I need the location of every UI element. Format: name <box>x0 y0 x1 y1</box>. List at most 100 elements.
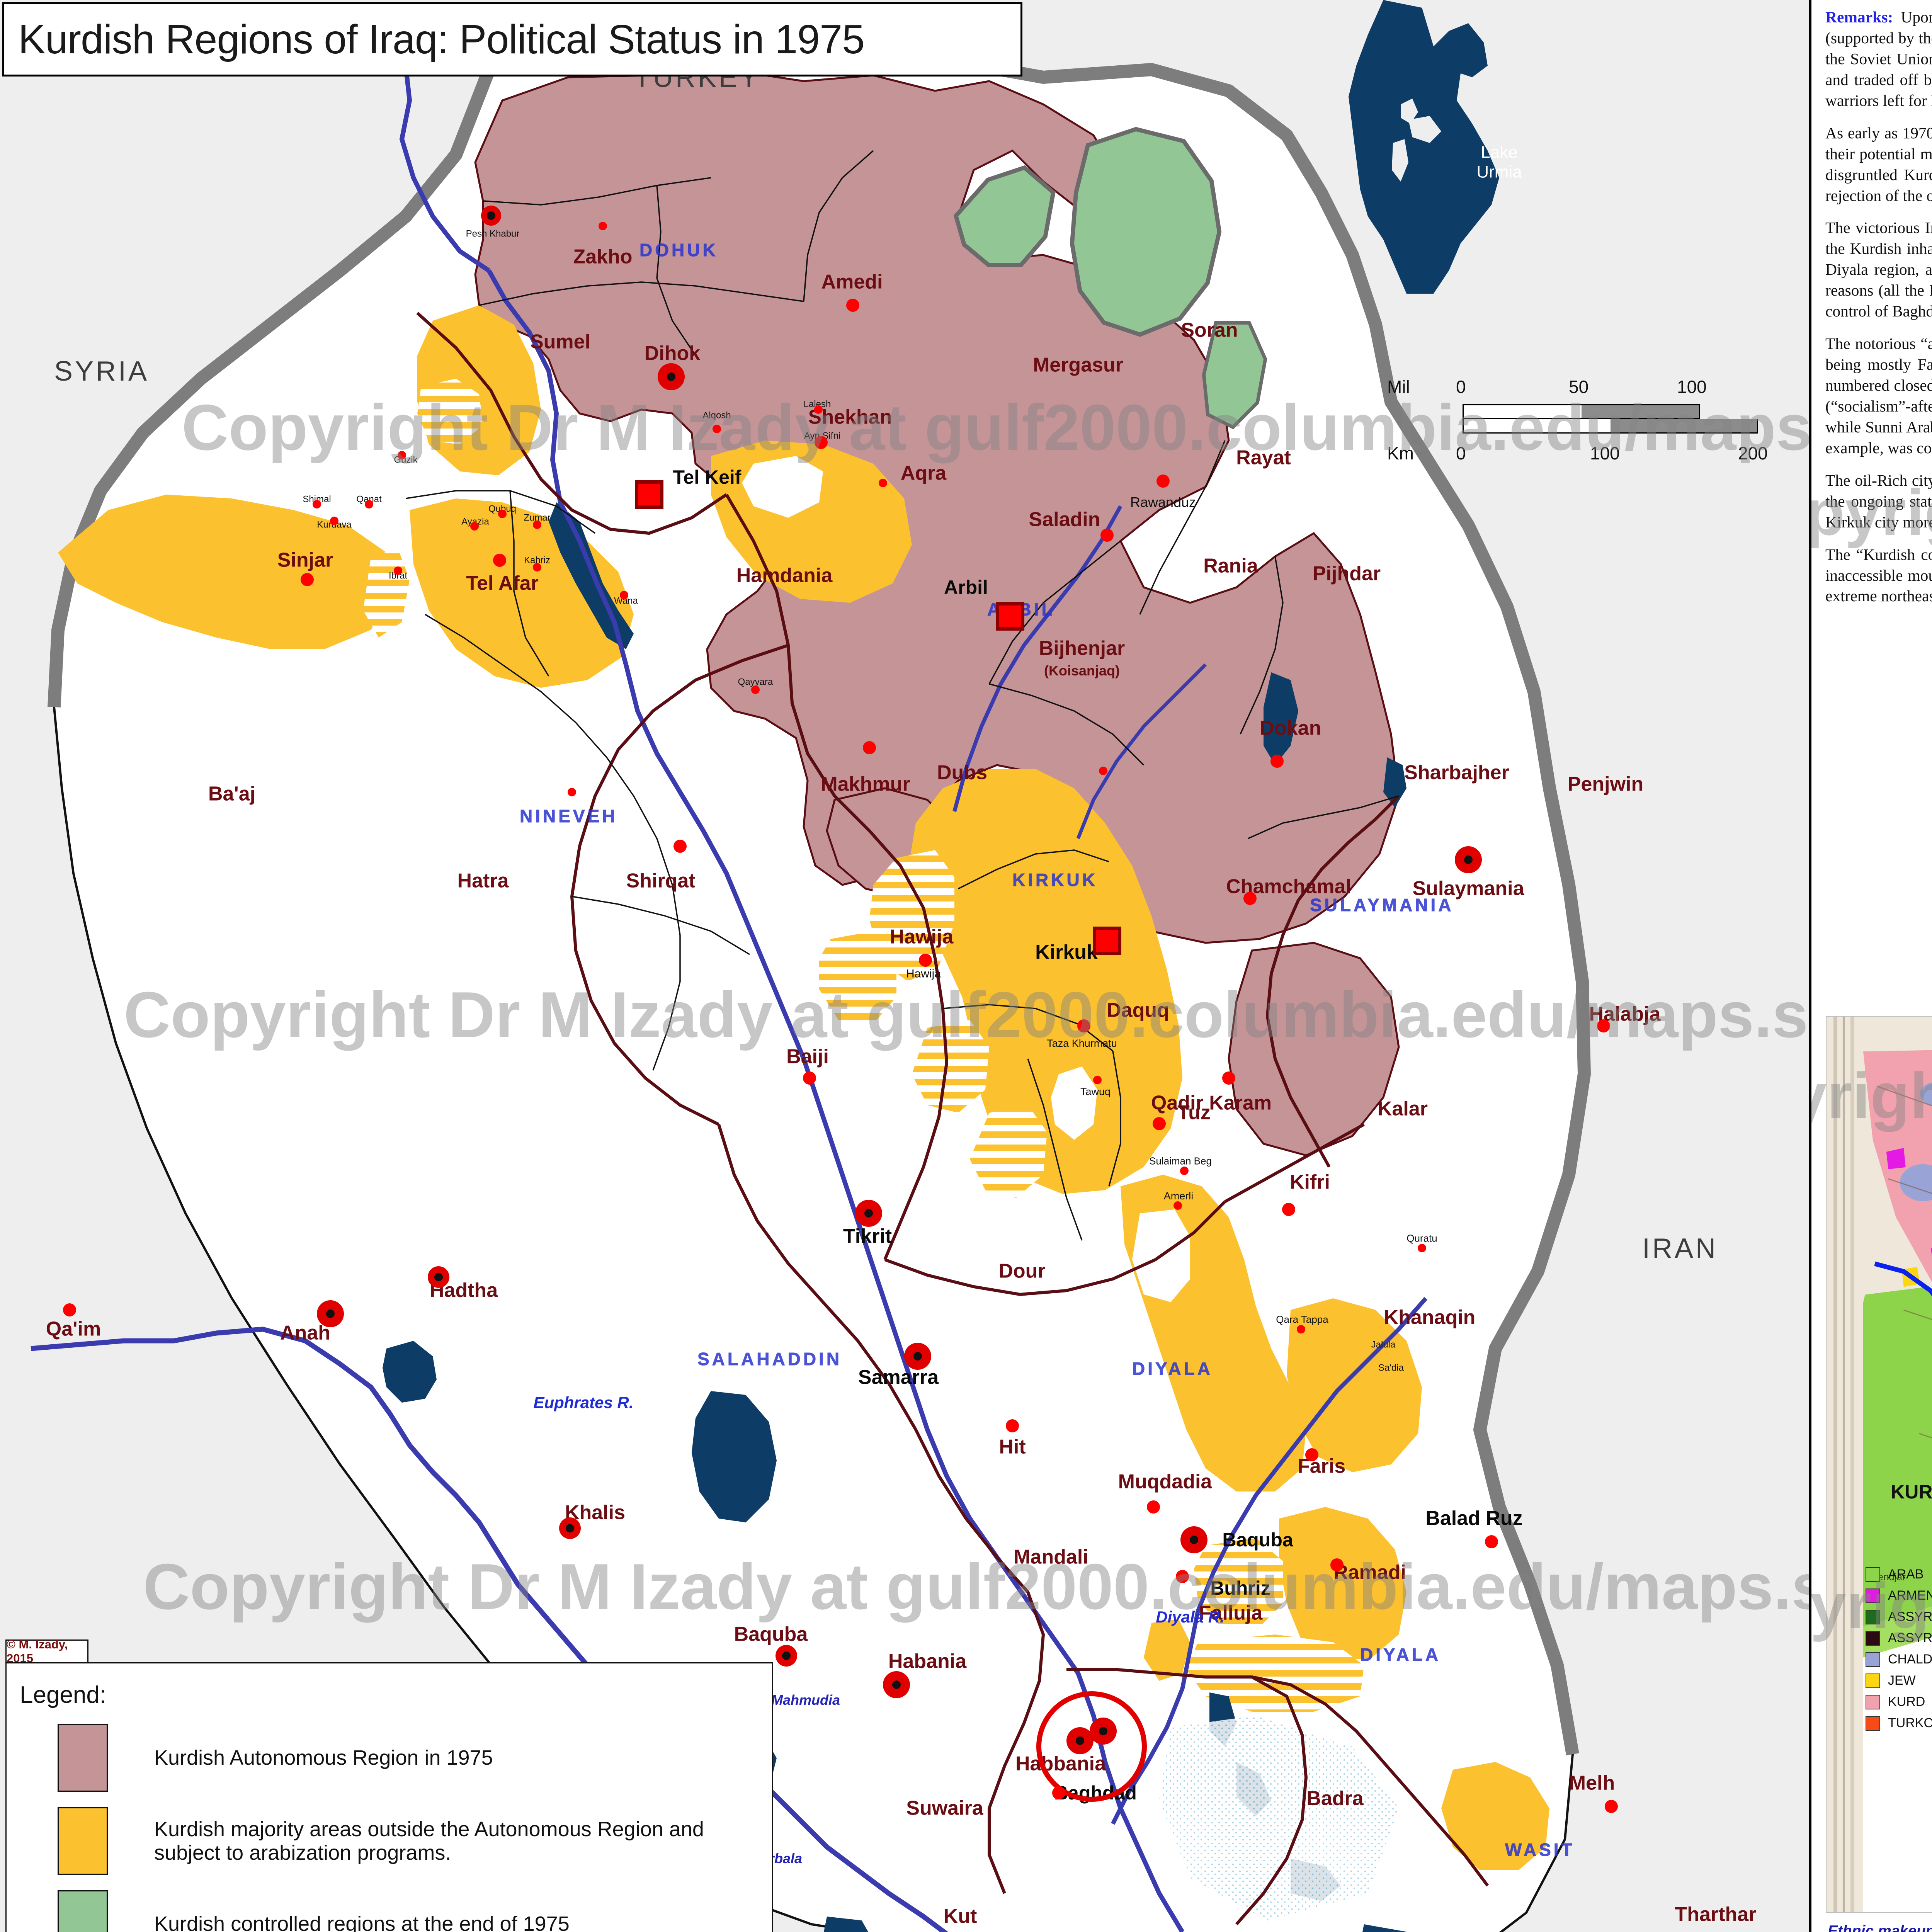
district-label-qaim: Qa'im <box>46 1318 101 1340</box>
inset-legend-item: TURKOMAN <box>1866 1716 1932 1731</box>
town-label: Hawija <box>906 967 941 980</box>
city-marker <box>1006 1419 1019 1432</box>
province-label-wasit: WASIT <box>1505 1840 1575 1860</box>
district-label-muqdadia: Faris <box>1297 1455 1346 1478</box>
district-label-kirkuk: Kirkuk <box>1035 941 1098 964</box>
scale-km-label: Km <box>1387 443 1414 463</box>
district-label-sulaymania: Sulaymania <box>1412 877 1524 900</box>
district-label-baquba-2: Falluja <box>1199 1602 1263 1624</box>
inset-legend-item: ASSYRIAN (Nestorian) <box>1866 1609 1932 1624</box>
district-label-habbania: Suwaira <box>906 1797 983 1820</box>
city-marker-hit <box>559 1517 581 1539</box>
city-label-baquba: Baquba <box>1222 1529 1293 1551</box>
town-label: Mosul Dam <box>631 546 675 556</box>
town-label: Amerli <box>1163 1190 1194 1202</box>
city-marker <box>1243 892 1257 905</box>
city-marker <box>1222 1071 1235 1085</box>
city-marker <box>879 479 887 487</box>
legend-heading: Legend: <box>20 1682 107 1708</box>
town-label: Pesh Khabur <box>466 228 520 239</box>
city-marker-dihok <box>658 363 685 390</box>
scale-miles-tick: 50 <box>1569 377 1589 397</box>
legend-swatch-green <box>58 1890 108 1932</box>
city-marker <box>1180 1167 1189 1175</box>
legend-item-autonomous: Kurdish Autonomous Region in 1975 <box>20 1724 772 1792</box>
river-label-diyala: Diyala R. <box>1156 1608 1225 1626</box>
city-marker <box>673 840 687 853</box>
city-marker <box>713 425 721 433</box>
city-marker <box>1176 1570 1189 1583</box>
district-label-telafar: Tel Afar <box>466 572 539 595</box>
inset-legend-swatch-assyrian-nestorian <box>1866 1609 1880 1624</box>
remarks-paragraph: The victorious Iraqi government thus wen… <box>1825 218 1932 322</box>
reservoir-label-habania: Mahmudia <box>771 1692 840 1708</box>
city-marker-samarra <box>904 1343 931 1370</box>
district-label-dubs: Dubs <box>937 761 987 784</box>
country-label: SYRIA <box>54 356 150 387</box>
map-title-box: Kurdish Regions of Iraq: Political Statu… <box>2 2 1022 77</box>
city-marker <box>1100 529 1114 542</box>
legend-item-majority: Kurdish majority areas outside the Auton… <box>20 1807 772 1875</box>
district-label-penjwin: Penjwin <box>1567 773 1644 796</box>
province-label-diyala-2: DIYALA <box>1360 1645 1441 1665</box>
city-marker <box>1052 1786 1065 1799</box>
city-marker <box>1156 474 1170 488</box>
district-label-sharbajher: Sharbajher <box>1404 761 1509 784</box>
inset-legend-item: ARAB <box>1866 1567 1932 1582</box>
legend-box: Legend: Kurdish Autonomous Region in 197… <box>5 1662 773 1932</box>
scale-bar: Mil 0 50 100 Km 0 100 200 <box>1387 367 1774 464</box>
district-label-qadirkaram: Qadir Karam <box>1151 1092 1272 1114</box>
city-marker <box>846 299 859 312</box>
city-label-telkeif: Tel Keif <box>673 466 742 488</box>
city-marker <box>1099 767 1107 775</box>
district-label-samarra: Samarra <box>858 1366 939 1389</box>
district-label-dokan: Dokan <box>1260 717 1321 740</box>
lake-label-urmia: Lake Urmia <box>1476 143 1522 181</box>
district-label-daquq: Daquq <box>1107 999 1169 1022</box>
city-marker-baquba <box>1180 1526 1208 1553</box>
inset-legend-swatch-kurd <box>1866 1694 1880 1709</box>
remarks-body: The oil-Rich city of Kirkuk per se recei… <box>1825 471 1932 531</box>
district-label-sumel: Sumel <box>530 330 591 353</box>
city-marker <box>533 520 541 529</box>
city-marker <box>919 954 932 967</box>
city-marker <box>1605 1800 1618 1813</box>
city-marker <box>1297 1325 1305 1333</box>
district-label-bijhenjar: Bijhenjar (Koisanjaq) <box>1039 637 1125 679</box>
city-marker <box>1173 1201 1182 1210</box>
inset-historical-map: ASSYRIANS KURDS KURDS KURDS ARABS ARABS … <box>1826 1016 1932 1913</box>
remarks-body: The “Kurdish controlled” areas for the r… <box>1825 545 1932 605</box>
city-marker-sulaymania <box>1455 846 1482 873</box>
scale-miles-label: Mil <box>1387 377 1410 397</box>
legend-label: Kurdish Autonomous Region in 1975 <box>154 1746 493 1770</box>
remarks-panel: Remarks: Upon conclusion of hostilities … <box>1811 0 1932 1932</box>
district-label-khalis: Muqdadia <box>1118 1470 1212 1493</box>
city-marker <box>1305 1448 1318 1461</box>
district-label-falluja: Habania <box>888 1650 967 1673</box>
inset-legend-label: CHALDEAN <box>1888 1652 1932 1667</box>
district-label-tuzkhurmatu: Tuz <box>1177 1101 1211 1124</box>
inset-legend-label: ARAB <box>1888 1567 1924 1582</box>
city-marker <box>863 741 876 754</box>
district-label-amedi: Amedi <box>821 270 883 293</box>
town-label: Sulaiman Beg <box>1149 1155 1212 1167</box>
city-marker <box>751 685 760 694</box>
city-marker <box>1147 1500 1160 1514</box>
inset-legend-item: JEW <box>1866 1673 1932 1688</box>
inset-legend-swatch-arab <box>1866 1567 1880 1582</box>
inset-legend-item: ARMENIAN <box>1866 1588 1932 1603</box>
province-label-nineveh: NINEVEH <box>519 806 618 827</box>
city-marker-anah <box>317 1300 344 1327</box>
district-label-kifri: Kifri <box>1290 1171 1330 1194</box>
remarks-text: Remarks: Upon conclusion of hostilities … <box>1825 7 1932 618</box>
inset-legend-swatch-chaldean <box>1866 1652 1880 1667</box>
district-label-baladruz: Ramadi <box>1333 1561 1406 1584</box>
inset-legend-label: JEW <box>1888 1673 1916 1688</box>
city-marker <box>1270 755 1284 768</box>
remarks-body: As early as 1970 and under duress, Baghd… <box>1825 124 1932 204</box>
city-marker <box>1093 1076 1102 1084</box>
scale-miles-tick: 0 <box>1456 377 1466 397</box>
river-label-euphrates: Euphrates R. <box>533 1393 634 1412</box>
district-label-balad: Hit <box>999 1435 1026 1458</box>
legend-swatch-yellow <box>58 1807 108 1875</box>
